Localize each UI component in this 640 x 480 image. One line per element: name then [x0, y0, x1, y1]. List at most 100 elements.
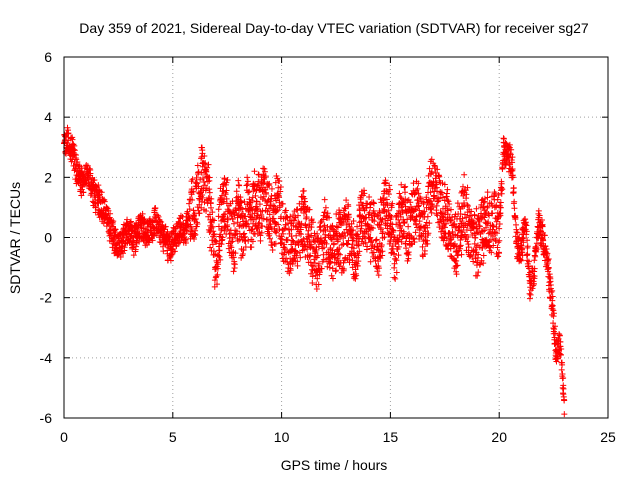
data-point — [327, 258, 334, 265]
data-point — [261, 168, 268, 175]
data-point — [190, 207, 197, 214]
data-point — [263, 191, 270, 198]
data-point — [473, 230, 480, 237]
data-point — [135, 230, 142, 237]
data-point — [262, 197, 269, 204]
data-point — [200, 178, 207, 185]
data-point — [139, 210, 146, 217]
data-point — [417, 195, 424, 202]
data-point — [444, 211, 451, 218]
data-point — [196, 201, 203, 208]
data-point — [387, 212, 394, 219]
data-point — [496, 237, 503, 244]
data-point — [294, 212, 301, 219]
data-point — [425, 197, 432, 204]
data-point — [219, 234, 226, 241]
data-point — [238, 199, 245, 206]
data-point — [511, 205, 518, 212]
data-point — [428, 209, 435, 216]
data-point — [392, 275, 399, 282]
data-point — [433, 210, 440, 217]
data-point — [326, 214, 333, 221]
data-point — [397, 194, 404, 201]
data-point — [180, 230, 187, 237]
data-point — [472, 246, 479, 253]
data-point — [405, 249, 412, 256]
data-point — [384, 201, 391, 208]
data-point — [202, 160, 209, 167]
data-point — [329, 275, 336, 282]
data-point — [393, 221, 400, 228]
data-point — [543, 246, 550, 253]
data-point — [356, 206, 363, 213]
data-point — [476, 223, 483, 230]
data-point — [221, 176, 228, 183]
data-point — [384, 217, 391, 224]
data-point — [210, 231, 217, 238]
data-point — [324, 263, 331, 270]
data-point — [333, 267, 340, 274]
data-point — [209, 216, 216, 223]
data-point — [74, 158, 81, 165]
data-point — [194, 180, 201, 187]
data-point — [208, 225, 215, 232]
data-point — [302, 243, 309, 250]
data-point — [366, 194, 373, 201]
data-point — [507, 150, 514, 157]
data-point — [453, 271, 460, 278]
data-point — [423, 219, 430, 226]
data-point — [293, 232, 300, 239]
data-point — [175, 218, 182, 225]
data-point — [222, 211, 229, 218]
data-point — [240, 247, 247, 254]
data-point — [487, 236, 494, 243]
data-point — [314, 252, 321, 259]
data-point — [305, 227, 312, 234]
data-point — [275, 184, 282, 191]
data-point — [403, 245, 410, 252]
data-point — [443, 190, 450, 197]
data-point — [300, 187, 307, 194]
data-point — [397, 222, 404, 229]
data-point — [261, 174, 268, 181]
x-tick-label: 15 — [383, 429, 399, 445]
data-point — [464, 184, 471, 191]
data-point — [216, 247, 223, 254]
data-point — [432, 175, 439, 182]
data-point — [446, 230, 453, 237]
data-point — [396, 236, 403, 243]
data-point — [499, 186, 506, 193]
data-point — [246, 227, 253, 234]
data-point — [301, 242, 308, 249]
data-point — [531, 273, 538, 280]
data-point — [310, 263, 317, 270]
data-point — [266, 230, 273, 237]
data-point — [239, 206, 246, 213]
data-point — [328, 235, 335, 242]
data-point — [218, 192, 225, 199]
data-point — [330, 240, 337, 247]
data-point — [239, 250, 246, 257]
data-point — [235, 177, 242, 184]
data-point — [509, 154, 516, 161]
data-point — [559, 361, 566, 368]
data-point — [376, 265, 383, 272]
data-point — [329, 222, 336, 229]
data-point — [496, 250, 503, 257]
data-point — [152, 205, 159, 212]
data-point — [268, 185, 275, 192]
data-point — [213, 273, 220, 280]
data-point — [229, 238, 236, 245]
data-point — [457, 245, 464, 252]
data-point — [401, 219, 408, 226]
data-point — [488, 249, 495, 256]
data-point — [529, 285, 536, 292]
data-point — [441, 181, 448, 188]
data-point — [199, 194, 206, 201]
data-point — [523, 251, 530, 258]
data-point — [402, 189, 409, 196]
data-point — [557, 351, 564, 358]
data-point — [411, 238, 418, 245]
data-point — [549, 287, 556, 294]
data-point — [550, 310, 557, 317]
